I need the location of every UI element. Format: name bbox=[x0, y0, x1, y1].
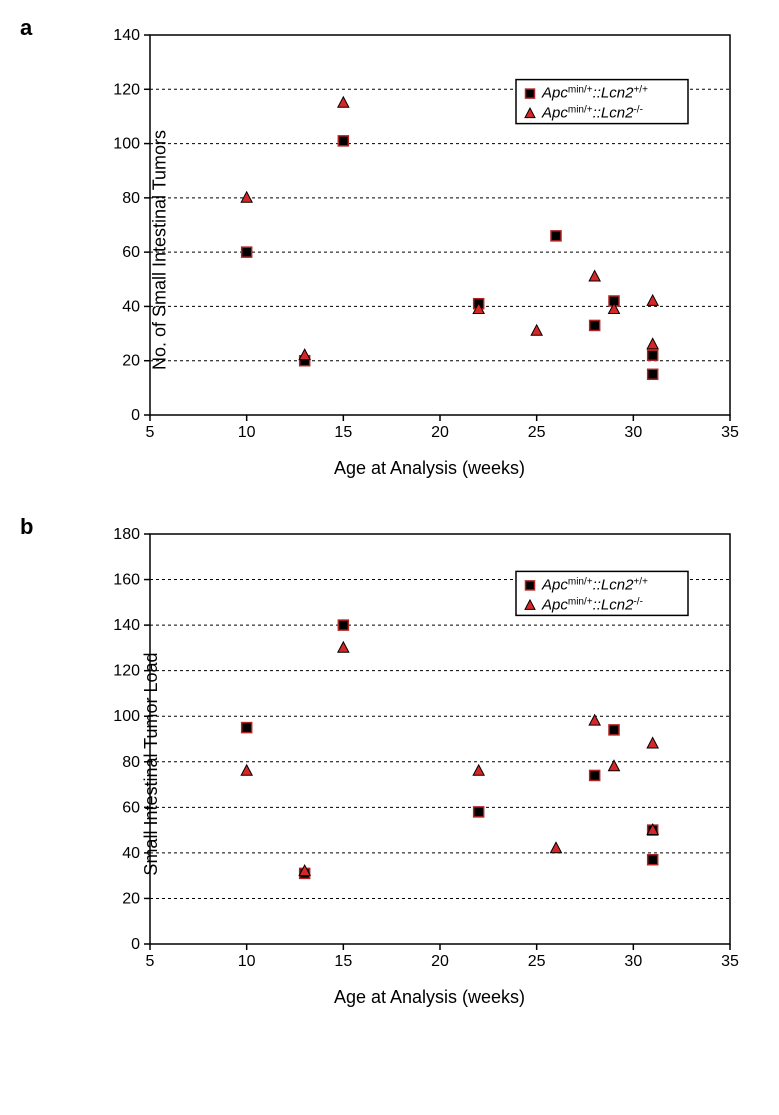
svg-text:30: 30 bbox=[624, 953, 642, 970]
svg-text:60: 60 bbox=[122, 799, 140, 816]
svg-text:180: 180 bbox=[113, 526, 140, 543]
panel-a: a No. of Small Intestinal Tumors 5101520… bbox=[20, 20, 759, 479]
panel-b-xlabel: Age at Analysis (weeks) bbox=[100, 987, 759, 1008]
svg-text:35: 35 bbox=[721, 953, 739, 970]
svg-text:60: 60 bbox=[122, 244, 140, 261]
panel-a-label: a bbox=[20, 15, 32, 41]
panel-b: b Small Intestinal Tumor Load 5101520253… bbox=[20, 519, 759, 1008]
svg-text:40: 40 bbox=[122, 298, 140, 315]
svg-text:140: 140 bbox=[113, 617, 140, 634]
svg-text:20: 20 bbox=[431, 953, 449, 970]
svg-text:25: 25 bbox=[528, 953, 546, 970]
panel-b-svg: 5 10 15 20 25 30 35 0 20 40 60 80 100 120 140 160 180 Apc… bbox=[100, 519, 740, 979]
panel-b-label: b bbox=[20, 514, 33, 540]
svg-text:10: 10 bbox=[238, 424, 256, 441]
svg-text:140: 140 bbox=[113, 27, 140, 44]
svg-text:15: 15 bbox=[334, 953, 352, 970]
svg-text:Apcmin/+::Lcn2-/-: Apcmin/+::Lcn2-/- bbox=[541, 105, 643, 122]
panel-a-xlabel: Age at Analysis (weeks) bbox=[100, 458, 759, 479]
svg-text:120: 120 bbox=[113, 81, 140, 98]
panel-a-ylabel: No. of Small Intestinal Tumors bbox=[150, 129, 171, 369]
panel-a-chart-wrap: No. of Small Intestinal Tumors 5 10 15 20 25… bbox=[100, 20, 759, 479]
svg-text:15: 15 bbox=[334, 424, 352, 441]
svg-text:80: 80 bbox=[122, 190, 140, 207]
svg-text:5: 5 bbox=[146, 424, 155, 441]
svg-text:25: 25 bbox=[528, 424, 546, 441]
svg-text:0: 0 bbox=[131, 936, 140, 953]
svg-text:100: 100 bbox=[113, 136, 140, 153]
svg-text:Apcmin/+::Lcn2-/-: Apcmin/+::Lcn2-/- bbox=[541, 596, 643, 613]
svg-text:100: 100 bbox=[113, 708, 140, 725]
svg-text:30: 30 bbox=[624, 424, 642, 441]
svg-text:160: 160 bbox=[113, 572, 140, 589]
svg-text:40: 40 bbox=[122, 845, 140, 862]
svg-text:Apcmin/+::Lcn2+/+: Apcmin/+::Lcn2+/+ bbox=[541, 576, 648, 593]
svg-text:20: 20 bbox=[122, 890, 140, 907]
panel-a-svg: 5 10 15 20 25 30 35 0 20 40 60 80 100 120 140 Apcmin/+:… bbox=[100, 20, 740, 450]
svg-text:20: 20 bbox=[122, 353, 140, 370]
svg-text:0: 0 bbox=[131, 407, 140, 424]
svg-text:35: 35 bbox=[721, 424, 739, 441]
svg-text:10: 10 bbox=[238, 953, 256, 970]
svg-text:5: 5 bbox=[146, 953, 155, 970]
svg-text:80: 80 bbox=[122, 754, 140, 771]
panel-b-ylabel: Small Intestinal Tumor Load bbox=[141, 652, 162, 875]
svg-text:120: 120 bbox=[113, 663, 140, 680]
svg-text:20: 20 bbox=[431, 424, 449, 441]
svg-text:Apcmin/+::Lcn2+/+: Apcmin/+::Lcn2+/+ bbox=[541, 85, 648, 102]
figure-container: a No. of Small Intestinal Tumors 5101520… bbox=[20, 20, 759, 1008]
panel-b-chart-wrap: Small Intestinal Tumor Load 5 10 15 20 25 30 3… bbox=[100, 519, 759, 1008]
